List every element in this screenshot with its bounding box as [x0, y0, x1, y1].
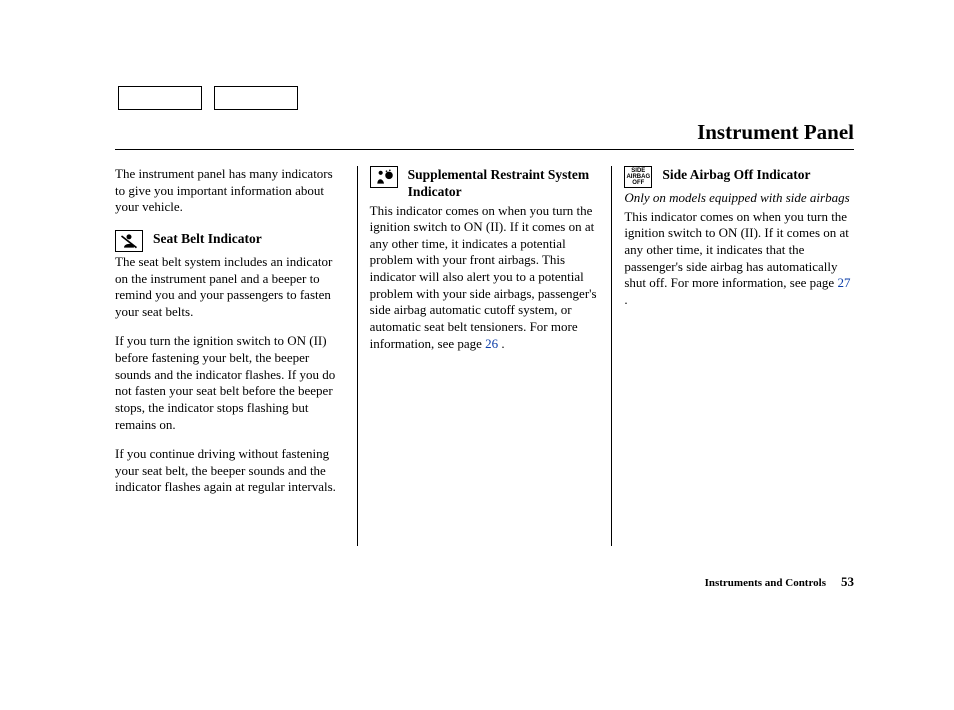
- top-placeholder-boxes: [118, 86, 298, 110]
- column-separator-1: [357, 166, 358, 546]
- side-airbag-off-icon: SIDE AIRBAG OFF: [624, 166, 652, 188]
- seatbelt-icon: [115, 230, 143, 252]
- footer-section-label: Instruments and Controls: [705, 577, 826, 589]
- column-2: Supplemental Restraint System Indicator …: [370, 166, 600, 546]
- page-title: Instrument Panel: [697, 120, 854, 145]
- placeholder-box-1: [118, 86, 202, 110]
- sideairbag-p1-text: This indicator comes on when you turn th…: [624, 209, 849, 291]
- title-row: Instrument Panel: [115, 120, 854, 150]
- sideairbag-title: Side Airbag Off Indicator: [662, 166, 810, 183]
- page-footer: Instruments and Controls 53: [705, 574, 854, 590]
- seatbelt-section-head: Seat Belt Indicator: [115, 230, 345, 252]
- sideairbag-page-ref[interactable]: 27: [837, 275, 850, 290]
- srs-p1-tail: .: [498, 336, 505, 351]
- intro-text: The instrument panel has many indicators…: [115, 166, 345, 216]
- srs-title: Supplemental Restraint System Indicator: [408, 166, 600, 201]
- content-columns: The instrument panel has many indicators…: [115, 166, 854, 546]
- sideairbag-section-head: SIDE AIRBAG OFF Side Airbag Off Indicato…: [624, 166, 854, 188]
- srs-p1-text: This indicator comes on when you turn th…: [370, 203, 597, 351]
- sideairbag-p1: This indicator comes on when you turn th…: [624, 209, 854, 309]
- seatbelt-title: Seat Belt Indicator: [153, 230, 262, 247]
- srs-icon: [370, 166, 398, 188]
- srs-p1: This indicator comes on when you turn th…: [370, 203, 600, 353]
- placeholder-box-2: [214, 86, 298, 110]
- sideairbag-note: Only on models equipped with side airbag…: [624, 190, 854, 207]
- column-1: The instrument panel has many indicators…: [115, 166, 345, 546]
- manual-page: Instrument Panel The instrument panel ha…: [0, 0, 954, 710]
- column-3: SIDE AIRBAG OFF Side Airbag Off Indicato…: [624, 166, 854, 546]
- sideairbag-p1-tail: .: [624, 292, 627, 307]
- srs-page-ref[interactable]: 26: [485, 336, 498, 351]
- footer-page-number: 53: [841, 574, 854, 589]
- seatbelt-p1: The seat belt system includes an indicat…: [115, 254, 345, 321]
- srs-section-head: Supplemental Restraint System Indicator: [370, 166, 600, 201]
- column-separator-2: [611, 166, 612, 546]
- icon-line3: OFF: [626, 180, 650, 186]
- seatbelt-p3: If you continue driving without fastenin…: [115, 446, 345, 496]
- seatbelt-p2: If you turn the ignition switch to ON (I…: [115, 333, 345, 433]
